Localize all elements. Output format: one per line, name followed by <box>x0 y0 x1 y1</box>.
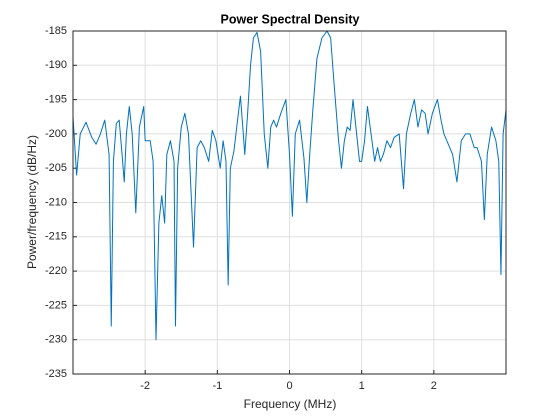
y-tick-label: -195 <box>45 94 67 106</box>
y-tick-label: -210 <box>45 196 67 208</box>
axes-box <box>72 30 507 375</box>
x-tick-label: 0 <box>286 380 292 392</box>
y-tick-label: -200 <box>45 128 67 140</box>
y-tick-label: -190 <box>45 59 67 71</box>
chart-title: Power Spectral Density <box>221 12 360 26</box>
y-tick-label: -230 <box>45 334 67 346</box>
y-tick-label: -205 <box>45 162 67 174</box>
x-tick-label: -2 <box>140 380 150 392</box>
y-tick-label: -225 <box>45 299 67 311</box>
x-tick-label: 2 <box>431 380 437 392</box>
y-tick-label: -220 <box>45 265 67 277</box>
x-axis-label: Frequency (MHz) <box>244 397 337 411</box>
x-tick-label: -1 <box>212 380 222 392</box>
psd-line <box>72 30 507 341</box>
y-tick-label: -185 <box>45 25 67 37</box>
y-tick-label: -235 <box>45 368 67 380</box>
x-tick-label: 1 <box>359 380 365 392</box>
y-axis-label: Power/frequency (dB/Hz) <box>25 135 39 269</box>
y-tick-label: -215 <box>45 231 67 243</box>
